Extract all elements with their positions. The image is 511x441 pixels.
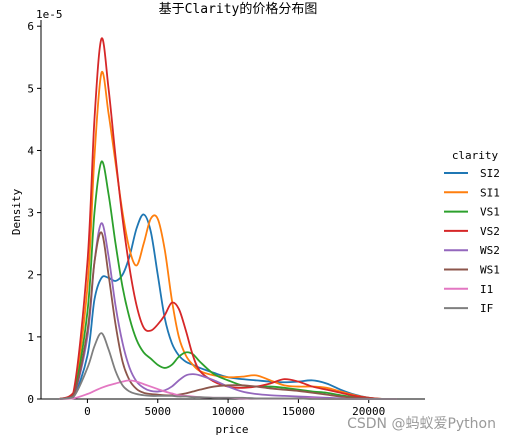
legend: clarity SI2 SI1 VS1 VS2 WS2 WS1 I1 IF — [444, 149, 500, 315]
x-tick-label: 5000 — [144, 405, 171, 418]
legend-label: WS1 — [480, 264, 500, 277]
x-tick-label: 10000 — [212, 405, 245, 418]
y-axis-label: Density — [10, 188, 23, 235]
y-tick-label: 1 — [27, 331, 34, 344]
legend-label: SI1 — [480, 186, 500, 199]
density-line-vs1 — [59, 160, 397, 400]
x-tick-label: 0 — [84, 405, 91, 418]
legend-label: IF — [480, 302, 493, 315]
legend-label: WS2 — [480, 244, 500, 257]
density-line-if — [59, 332, 397, 400]
legend-label: I1 — [480, 283, 493, 296]
y-tick-label: 0 — [27, 393, 34, 406]
y-tick-label: 2 — [27, 269, 34, 282]
y-ticks: 0 1 2 3 4 5 6 — [27, 20, 41, 406]
x-tick-label: 15000 — [282, 405, 315, 418]
y-tick-label: 3 — [27, 207, 34, 220]
watermark: CSDN @蚂蚁爱Python — [347, 416, 496, 432]
density-curves — [58, 37, 397, 400]
x-tick-label: 20000 — [352, 405, 385, 418]
density-line-ws1 — [59, 231, 397, 400]
density-line-vs2 — [58, 37, 397, 400]
y-tick-label: 4 — [27, 144, 34, 157]
x-ticks: 0 5000 10000 15000 20000 — [84, 399, 385, 418]
x-axis-label: price — [215, 423, 248, 436]
y-tick-label: 5 — [27, 82, 34, 95]
legend-title: clarity — [452, 149, 499, 162]
legend-label: VS2 — [480, 225, 500, 238]
y-tick-label: 6 — [27, 20, 34, 33]
y-scale-label: 1e-5 — [36, 8, 63, 21]
legend-label: VS1 — [480, 206, 500, 219]
density-line-si2 — [59, 213, 397, 400]
density-line-ws2 — [59, 222, 397, 400]
density-line-si1 — [58, 70, 397, 400]
chart-title: 基于Clarity的价格分布图 — [159, 1, 318, 17]
legend-label: SI2 — [480, 167, 500, 180]
